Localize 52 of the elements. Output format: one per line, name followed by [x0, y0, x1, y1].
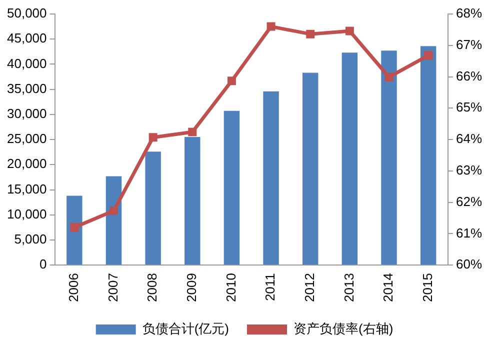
bar	[302, 72, 318, 265]
y-tick-label: 15,000	[6, 181, 47, 196]
bar	[224, 110, 240, 265]
bar	[420, 46, 436, 265]
legend-label: 资产负债率(右轴)	[294, 321, 394, 336]
x-tick-label: 2013	[341, 273, 356, 302]
y-tick-label: 45,000	[6, 30, 47, 46]
point	[148, 133, 158, 142]
point	[345, 26, 354, 36]
point	[70, 223, 79, 232]
point	[110, 206, 118, 216]
y2-tick-label: 68%	[456, 6, 482, 21]
y2-tick-label: 60%	[456, 256, 482, 272]
bar	[106, 176, 122, 265]
bar	[184, 137, 200, 265]
bar	[342, 52, 358, 265]
bar	[263, 91, 279, 265]
y-tick-label: 50,000	[6, 6, 47, 21]
y-tick-label: 25,000	[6, 131, 47, 146]
point	[384, 72, 394, 82]
y2-tick-label: 65%	[456, 100, 482, 115]
y-tick-label: 5,000	[14, 232, 47, 247]
x-tick-label: 2006	[66, 273, 81, 302]
x-tick-label: 2010	[223, 273, 238, 302]
y2-tick-label: 67%	[456, 36, 482, 52]
y2-tick-label: 63%	[456, 162, 482, 178]
point	[227, 76, 236, 86]
x-tick-label: 2011	[262, 273, 278, 302]
x-tick-label: 2007	[105, 273, 120, 302]
y2-tick-label: 61%	[456, 225, 482, 240]
bar	[145, 152, 161, 265]
x-tick-label: 2012	[302, 273, 317, 302]
y-tick-label: 30,000	[6, 106, 47, 122]
x-tick-label: 2014	[380, 273, 396, 302]
point	[188, 128, 197, 136]
point	[424, 51, 433, 60]
y2-tick-label: 62%	[456, 194, 482, 209]
y2-tick-label: 66%	[456, 68, 482, 84]
point	[266, 22, 276, 31]
y-tick-label: 35,000	[6, 80, 47, 96]
y-tick-label: 20,000	[6, 156, 47, 172]
x-tick-label: 2015	[420, 273, 435, 302]
legend-label: 负债合计(亿元)	[142, 321, 230, 336]
y-tick-label: 10,000	[6, 206, 47, 222]
x-tick-label: 2009	[184, 273, 199, 302]
x-tick-label: 2008	[144, 273, 160, 302]
y2-tick-label: 64%	[456, 131, 482, 146]
y-tick-label: 40,000	[6, 56, 47, 71]
bar	[381, 50, 397, 265]
bar	[66, 196, 82, 265]
y-tick-label: 0	[40, 256, 47, 272]
point	[306, 30, 315, 38]
